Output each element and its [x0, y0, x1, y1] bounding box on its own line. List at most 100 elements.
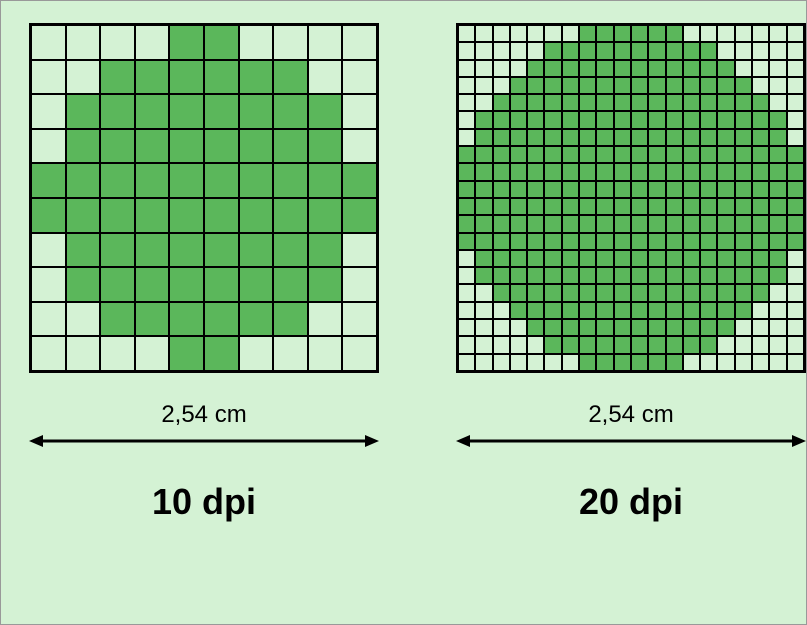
grid-cell [562, 215, 579, 232]
grid-cell [579, 354, 596, 371]
grid-cell [562, 267, 579, 284]
grid-cell [648, 250, 665, 267]
grid-cell [493, 111, 510, 128]
grid-cell [666, 215, 683, 232]
grid-cell [614, 354, 631, 371]
grid-cell [752, 319, 769, 336]
grid-cell [100, 302, 135, 337]
grid-cell [700, 267, 717, 284]
grid-cell [66, 129, 101, 164]
grid-cell [458, 60, 475, 77]
grid-cell [752, 250, 769, 267]
grid-cell [100, 198, 135, 233]
grid-cell [666, 354, 683, 371]
grid-cell [239, 163, 274, 198]
grid-cell [614, 302, 631, 319]
grid-cell [717, 181, 734, 198]
grid-cell [510, 250, 527, 267]
grid-cell [510, 163, 527, 180]
grid-cell [683, 233, 700, 250]
grid-cell [527, 111, 544, 128]
grid-cell [308, 267, 343, 302]
grid-cell [493, 319, 510, 336]
grid-cell [204, 163, 239, 198]
grid-cell [666, 25, 683, 42]
grid-cell [562, 94, 579, 111]
grid-cell [648, 354, 665, 371]
grid-cell [475, 302, 492, 319]
grid-cell [31, 60, 66, 95]
grid-cell [769, 319, 786, 336]
grid-cell [493, 336, 510, 353]
grid-cell [648, 336, 665, 353]
grid-cell [308, 233, 343, 268]
grid-cell [735, 302, 752, 319]
grid-cell [510, 319, 527, 336]
grid-cell [735, 336, 752, 353]
grid-cell [544, 233, 561, 250]
grid-cell [579, 111, 596, 128]
grid-cell [666, 181, 683, 198]
grid-cell [596, 198, 613, 215]
grid-cell [614, 284, 631, 301]
grid-cell [527, 198, 544, 215]
grid-cell [204, 129, 239, 164]
grid-cell [31, 336, 66, 371]
grid-cell [752, 302, 769, 319]
grid-cell [66, 336, 101, 371]
grid-cell [717, 250, 734, 267]
grid-cell [204, 336, 239, 371]
grid-cell [475, 250, 492, 267]
grid-cell [631, 181, 648, 198]
grid-cell [342, 336, 377, 371]
grid-cell [204, 94, 239, 129]
grid-cell [544, 354, 561, 371]
caption-10dpi: 10 dpi [152, 481, 256, 523]
grid-cell [135, 60, 170, 95]
grid-cell [562, 319, 579, 336]
grid-cell [735, 284, 752, 301]
grid-cell [787, 267, 804, 284]
grid-cell [735, 146, 752, 163]
grid-cell [562, 284, 579, 301]
grid-cell [475, 42, 492, 59]
grid-cell [648, 111, 665, 128]
grid-cell [510, 42, 527, 59]
grid-cell [562, 77, 579, 94]
grid-cell [752, 181, 769, 198]
grid-cell [31, 233, 66, 268]
grid-cell [700, 111, 717, 128]
grid-cell [562, 60, 579, 77]
grid-cell [700, 319, 717, 336]
grid-cell [510, 111, 527, 128]
grid-cell [787, 250, 804, 267]
grid-cell [596, 163, 613, 180]
grid-cell [527, 302, 544, 319]
grid-cell [717, 111, 734, 128]
grid-cell [510, 336, 527, 353]
grid-cell [169, 60, 204, 95]
grid-cell [475, 111, 492, 128]
grid-cell [683, 302, 700, 319]
grid-cell [666, 302, 683, 319]
grid-cell [562, 233, 579, 250]
grid-cell [683, 319, 700, 336]
grid-cell [579, 94, 596, 111]
grid-cell [562, 198, 579, 215]
grid-cell [735, 267, 752, 284]
grid-cell [683, 111, 700, 128]
grid-cell [769, 250, 786, 267]
caption-20dpi: 20 dpi [579, 481, 683, 523]
grid-cell [475, 284, 492, 301]
grid-cell [648, 163, 665, 180]
grid-cell [717, 233, 734, 250]
grid-cell [735, 163, 752, 180]
grid-cell [510, 181, 527, 198]
grid-cell [614, 77, 631, 94]
grid-cell [700, 336, 717, 353]
grid-cell [700, 284, 717, 301]
grid-cell [458, 336, 475, 353]
grid-cell [614, 163, 631, 180]
grid-cell [475, 181, 492, 198]
grid-cell [769, 354, 786, 371]
